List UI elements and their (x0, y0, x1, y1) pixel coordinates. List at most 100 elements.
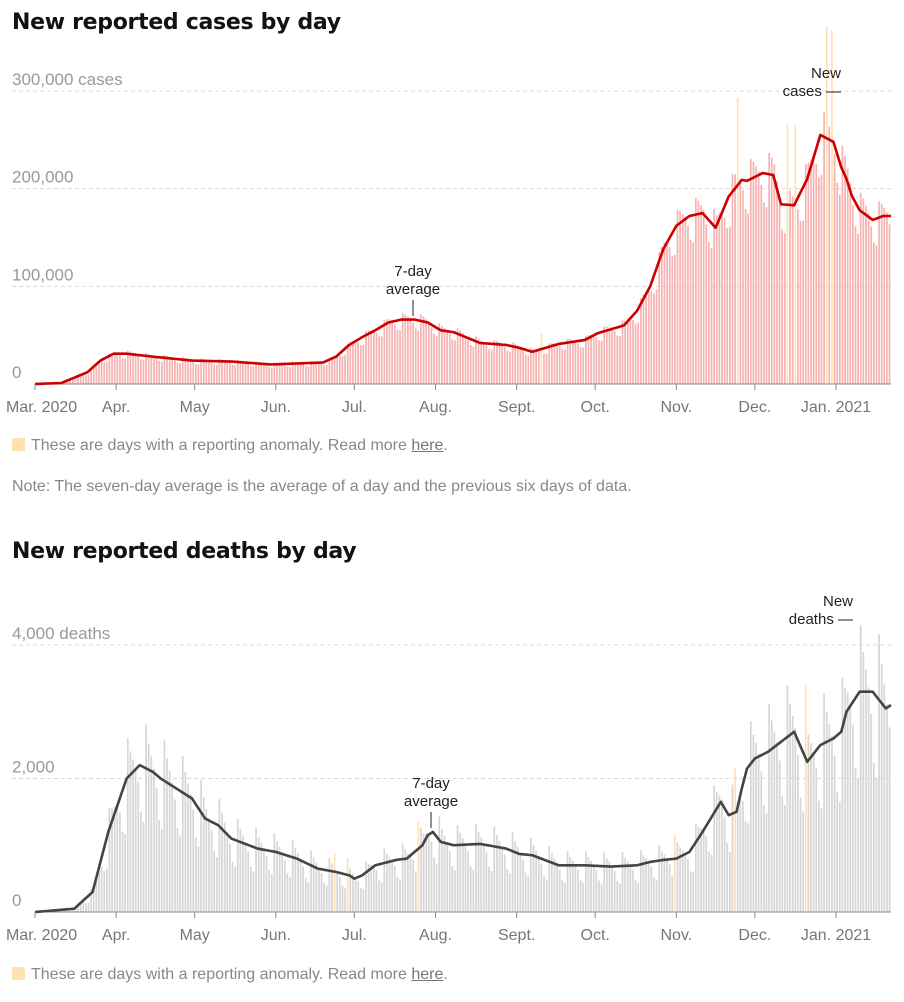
daily-bar (291, 840, 294, 912)
daily-bar (663, 854, 666, 912)
anomaly-bar (333, 853, 336, 912)
daily-bar (260, 842, 263, 912)
daily-bar (818, 177, 820, 384)
anomaly-bar (786, 123, 789, 385)
daily-bar (645, 858, 647, 912)
daily-bar (318, 867, 320, 912)
daily-bar (598, 340, 600, 384)
deaths-anomaly-link[interactable]: here (411, 966, 444, 983)
daily-bar (694, 823, 697, 912)
daily-bar (668, 247, 671, 384)
y-tick-label: 0 (12, 363, 21, 382)
daily-bar (150, 756, 153, 912)
daily-bar (454, 340, 456, 384)
daily-bar (613, 871, 616, 912)
daily-bar (367, 330, 370, 384)
daily-bar (556, 863, 558, 912)
daily-bar (571, 339, 574, 384)
daily-bar (668, 864, 671, 912)
daily-bar (729, 851, 731, 912)
daily-bar (833, 153, 836, 384)
daily-bar (150, 354, 153, 384)
daily-bar (755, 166, 757, 384)
daily-bar (867, 212, 870, 384)
daily-bar (527, 355, 530, 384)
daily-bar (153, 769, 155, 912)
daily-bar (770, 720, 773, 912)
daily-bar (399, 879, 401, 912)
daily-bar (883, 684, 886, 912)
daily-bar (736, 801, 739, 912)
anomaly-bar (804, 685, 807, 912)
daily-bar (697, 200, 700, 384)
daily-bar (619, 883, 621, 912)
anomaly-bar (417, 821, 420, 912)
daily-bar (281, 852, 284, 912)
daily-bar (689, 871, 692, 912)
daily-bar (739, 797, 742, 912)
deaths-chart: 0 2,000 4,000 deaths Mar. 2020 Apr. May Jun. Ju… (6, 593, 892, 944)
daily-bar (257, 837, 260, 912)
daily-bar (205, 359, 208, 384)
daily-bar (200, 780, 202, 912)
daily-bar (870, 226, 873, 384)
daily-bar (77, 376, 79, 384)
daily-bar (639, 850, 642, 912)
daily-bar (731, 784, 734, 912)
daily-bar (849, 183, 852, 384)
daily-bar (841, 677, 844, 912)
daily-bar (446, 330, 449, 384)
daily-bar (666, 241, 668, 384)
anomaly-bar (736, 97, 739, 385)
daily-bar (276, 362, 278, 384)
daily-bar (87, 374, 90, 384)
daily-bar (705, 836, 708, 912)
daily-bar (388, 856, 391, 912)
daily-bar (98, 871, 100, 912)
daily-bar (653, 293, 655, 384)
x-tick-label: Mar. 2020 (6, 399, 77, 416)
daily-bar (427, 321, 430, 384)
daily-bar (812, 156, 815, 384)
daily-bar (815, 164, 818, 384)
daily-bar (846, 168, 849, 384)
deaths-anomaly-text: These are days with a reporting anomaly.… (31, 966, 407, 983)
daily-bar (749, 159, 752, 384)
x-tick-label: Oct. (581, 927, 610, 944)
x-tick-label: Dec. (738, 927, 771, 944)
daily-bar (189, 359, 192, 384)
daily-bar (160, 829, 163, 912)
daily-bar (158, 819, 161, 912)
cases-anomaly-link[interactable]: here (411, 437, 444, 454)
daily-bar (739, 179, 742, 384)
daily-bar (692, 872, 695, 912)
daily-bar (548, 846, 551, 912)
daily-bar (482, 342, 485, 384)
daily-bar (344, 888, 346, 912)
daily-bar (132, 352, 134, 384)
daily-bar (524, 354, 527, 384)
daily-bar (849, 703, 852, 912)
daily-bar (467, 851, 469, 912)
daily-bar (171, 782, 174, 912)
daily-bar (550, 343, 553, 384)
y-tick-label: 300,000 cases (12, 70, 123, 89)
daily-bar (532, 845, 535, 912)
daily-bar (189, 794, 192, 912)
daily-bar (265, 365, 268, 384)
daily-bar (710, 854, 713, 912)
daily-bar (852, 204, 854, 384)
daily-bar (202, 358, 205, 384)
daily-bar (823, 111, 825, 384)
daily-bar (294, 848, 297, 912)
daily-bar (359, 887, 362, 912)
daily-bar (194, 363, 197, 384)
daily-bar (441, 829, 443, 912)
daily-bar (859, 625, 862, 912)
daily-bar (828, 724, 831, 912)
daily-bar (79, 375, 82, 384)
daily-bar (375, 869, 378, 912)
daily-bar (401, 313, 404, 384)
daily-bar (297, 853, 299, 912)
daily-bar (181, 755, 184, 912)
